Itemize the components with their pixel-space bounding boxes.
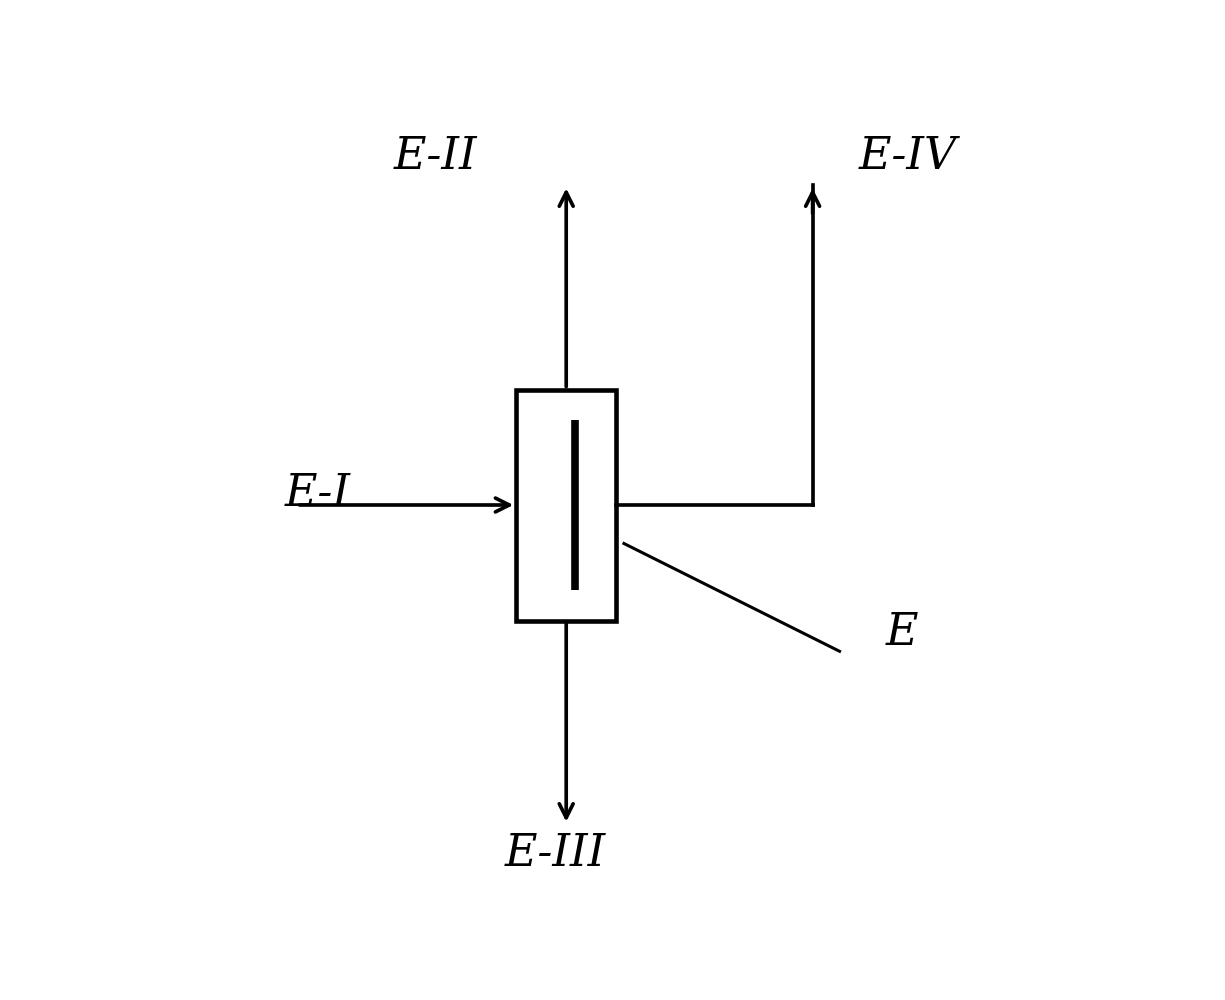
- Text: E: E: [886, 610, 919, 654]
- Text: E-IV: E-IV: [859, 135, 957, 178]
- Bar: [516, 389, 616, 620]
- Text: E-II: E-II: [394, 135, 478, 178]
- Text: E-III: E-III: [505, 832, 606, 875]
- Text: E-I: E-I: [285, 472, 352, 515]
